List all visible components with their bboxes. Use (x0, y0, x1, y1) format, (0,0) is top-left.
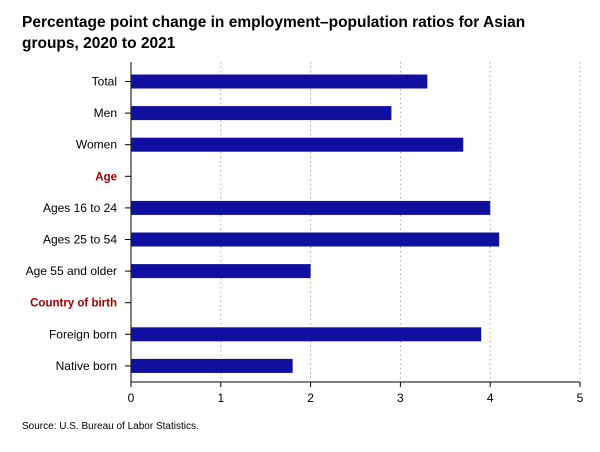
chart-title: Percentage point change in employment–po… (22, 14, 526, 52)
x-tick-label: 5 (577, 391, 584, 405)
x-tick-label: 0 (128, 391, 135, 405)
bar (131, 74, 428, 89)
category-label: Ages 16 to 24 (43, 201, 117, 215)
bar (131, 200, 491, 215)
source-note: Source: U.S. Bureau of Labor Statistics. (22, 421, 199, 432)
x-tick-label: 2 (307, 391, 314, 405)
category-label: Total (92, 75, 117, 89)
category-label: Native born (56, 359, 117, 373)
section-label: Country of birth (30, 298, 117, 310)
bar (131, 232, 500, 247)
x-tick-label: 4 (487, 391, 494, 405)
section-label: Age (95, 171, 117, 183)
x-tick-label: 1 (217, 391, 224, 405)
category-label: Women (76, 138, 117, 152)
x-tick-label: 3 (397, 391, 404, 405)
bar (131, 327, 482, 342)
bar (131, 358, 293, 373)
category-label: Ages 25 to 54 (43, 233, 117, 247)
category-label: Foreign born (49, 327, 117, 341)
bar (131, 264, 311, 279)
category-label: Men (94, 106, 117, 120)
category-label: Age 55 and older (26, 264, 117, 278)
bar (131, 137, 464, 152)
bar (131, 106, 392, 121)
